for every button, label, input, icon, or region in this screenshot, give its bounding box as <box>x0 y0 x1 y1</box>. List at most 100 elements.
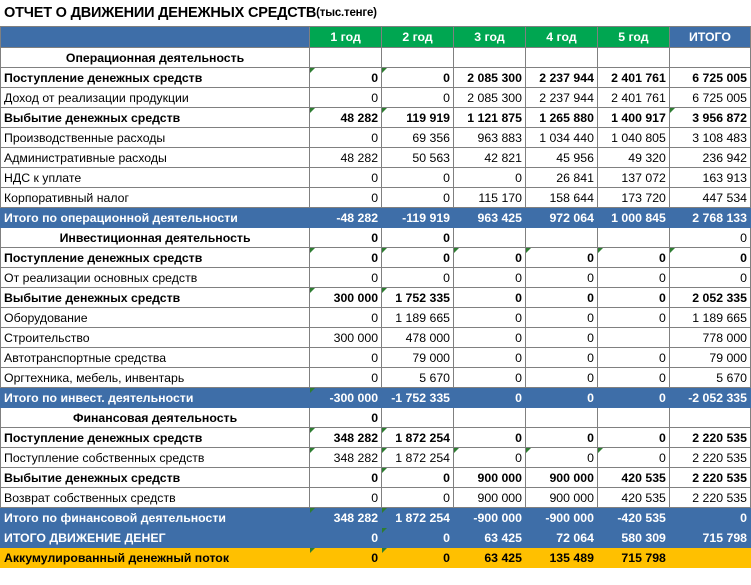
cell-value[interactable]: 0 <box>309 307 383 328</box>
cell-value[interactable]: 0 <box>309 487 383 508</box>
cell-value[interactable]: 348 282 <box>309 427 383 448</box>
cell-value[interactable]: 115 170 <box>453 187 526 208</box>
cell-value[interactable]: 0 <box>309 527 383 548</box>
cell-value[interactable]: 0 <box>381 267 455 288</box>
cell-value[interactable]: 0 <box>309 87 383 108</box>
cell-value[interactable]: 0 <box>309 247 383 268</box>
cell-value[interactable]: 2 401 761 <box>596 67 670 88</box>
cell-value[interactable]: -900 000 <box>524 507 598 528</box>
cell-value[interactable]: 0 <box>596 267 670 288</box>
cell-value[interactable]: 2 220 535 <box>668 467 751 488</box>
cell-value[interactable]: 48 282 <box>309 147 383 168</box>
cell-value[interactable]: 3 956 872 <box>668 107 751 128</box>
cell-value[interactable]: 0 <box>309 227 383 248</box>
cell-value[interactable] <box>596 227 670 248</box>
cell-value[interactable]: -300 000 <box>309 387 383 408</box>
cell-value[interactable]: 0 <box>596 427 670 448</box>
cell-value[interactable]: 79 000 <box>381 347 455 368</box>
cell-value[interactable]: 420 535 <box>596 487 670 508</box>
cell-value[interactable]: 0 <box>453 347 526 368</box>
cell-value[interactable]: 6 725 005 <box>668 67 751 88</box>
cell-value[interactable]: 1 189 665 <box>668 307 751 328</box>
cell-value[interactable]: 0 <box>453 287 526 308</box>
cell-value[interactable]: 0 <box>524 427 598 448</box>
cell-value[interactable]: 0 <box>596 307 670 328</box>
cell-value[interactable]: 6 725 005 <box>668 87 751 108</box>
cell-value[interactable] <box>524 227 598 248</box>
cell-value[interactable] <box>596 407 670 428</box>
cell-value[interactable]: 2 052 335 <box>668 287 751 308</box>
cell-value[interactable]: 0 <box>453 307 526 328</box>
column-header-year-1[interactable]: 1 год <box>309 26 383 48</box>
cell-value[interactable]: 137 072 <box>596 167 670 188</box>
cell-value[interactable]: 1 872 254 <box>381 427 455 448</box>
cell-value[interactable]: 963 425 <box>453 207 526 228</box>
cell-value[interactable]: 0 <box>453 427 526 448</box>
cell-value[interactable]: 1 752 335 <box>381 287 455 308</box>
cell-value[interactable]: 0 <box>381 547 455 568</box>
cell-value[interactable]: 2 085 300 <box>453 67 526 88</box>
cell-value[interactable]: 0 <box>596 347 670 368</box>
cell-value[interactable]: 0 <box>524 247 598 268</box>
cell-value[interactable] <box>596 327 670 348</box>
cell-value[interactable] <box>453 47 526 68</box>
cell-value[interactable]: 0 <box>524 447 598 468</box>
cell-value[interactable]: 1 000 845 <box>596 207 670 228</box>
cell-value[interactable]: 1 034 440 <box>524 127 598 148</box>
cell-value[interactable]: 5 670 <box>381 367 455 388</box>
cell-value[interactable]: 0 <box>381 87 455 108</box>
cell-value[interactable]: 1 121 875 <box>453 107 526 128</box>
cell-value[interactable]: 2 768 133 <box>668 207 751 228</box>
cell-value[interactable]: 1 265 880 <box>524 107 598 128</box>
cell-value[interactable] <box>309 47 383 68</box>
cell-value[interactable]: 0 <box>596 447 670 468</box>
column-header-year-5[interactable]: 5 год <box>596 26 670 48</box>
column-header-year-2[interactable]: 2 год <box>381 26 455 48</box>
cell-value[interactable]: 447 534 <box>668 187 751 208</box>
cell-value[interactable]: 0 <box>381 527 455 548</box>
cell-value[interactable]: 119 919 <box>381 107 455 128</box>
cell-value[interactable]: 0 <box>309 467 383 488</box>
column-header-year-3[interactable]: 3 год <box>453 26 526 48</box>
cell-value[interactable]: 0 <box>381 67 455 88</box>
cell-value[interactable]: 1 400 917 <box>596 107 670 128</box>
cell-value[interactable] <box>381 47 455 68</box>
cell-value[interactable]: 2 085 300 <box>453 87 526 108</box>
cell-value[interactable]: 49 320 <box>596 147 670 168</box>
cell-value[interactable]: 2 237 944 <box>524 87 598 108</box>
cell-value[interactable]: 0 <box>524 307 598 328</box>
cell-value[interactable]: 0 <box>596 367 670 388</box>
cell-value[interactable]: 79 000 <box>668 347 751 368</box>
cell-value[interactable]: 972 064 <box>524 207 598 228</box>
cell-value[interactable]: 0 <box>309 367 383 388</box>
cell-value[interactable]: 900 000 <box>524 487 598 508</box>
cell-value[interactable]: 0 <box>381 227 455 248</box>
cell-value[interactable]: 0 <box>453 367 526 388</box>
cell-value[interactable] <box>453 407 526 428</box>
cell-value[interactable]: 715 798 <box>668 527 751 548</box>
cell-value[interactable]: 3 108 483 <box>668 127 751 148</box>
cell-value[interactable]: 0 <box>668 227 751 248</box>
cell-value[interactable] <box>381 407 455 428</box>
cell-value[interactable]: 0 <box>453 387 526 408</box>
column-header-year-4[interactable]: 4 год <box>524 26 598 48</box>
cell-value[interactable]: 0 <box>309 267 383 288</box>
cell-value[interactable]: 0 <box>453 327 526 348</box>
cell-value[interactable]: 0 <box>309 347 383 368</box>
cell-value[interactable]: 420 535 <box>596 467 670 488</box>
cell-value[interactable]: 1 189 665 <box>381 307 455 328</box>
cell-value[interactable]: 0 <box>309 67 383 88</box>
cell-value[interactable]: 2 237 944 <box>524 67 598 88</box>
cell-value[interactable]: 2 220 535 <box>668 447 751 468</box>
cell-value[interactable]: 48 282 <box>309 107 383 128</box>
cell-value[interactable]: 135 489 <box>524 547 598 568</box>
cell-value[interactable]: -420 535 <box>596 507 670 528</box>
cell-value[interactable]: 0 <box>524 267 598 288</box>
cell-value[interactable]: 0 <box>309 187 383 208</box>
cell-value[interactable]: 45 956 <box>524 147 598 168</box>
cell-value[interactable] <box>668 547 751 568</box>
cell-value[interactable]: 478 000 <box>381 327 455 348</box>
cell-value[interactable]: 72 064 <box>524 527 598 548</box>
cell-value[interactable]: 0 <box>381 187 455 208</box>
cell-value[interactable]: 2 401 761 <box>596 87 670 108</box>
